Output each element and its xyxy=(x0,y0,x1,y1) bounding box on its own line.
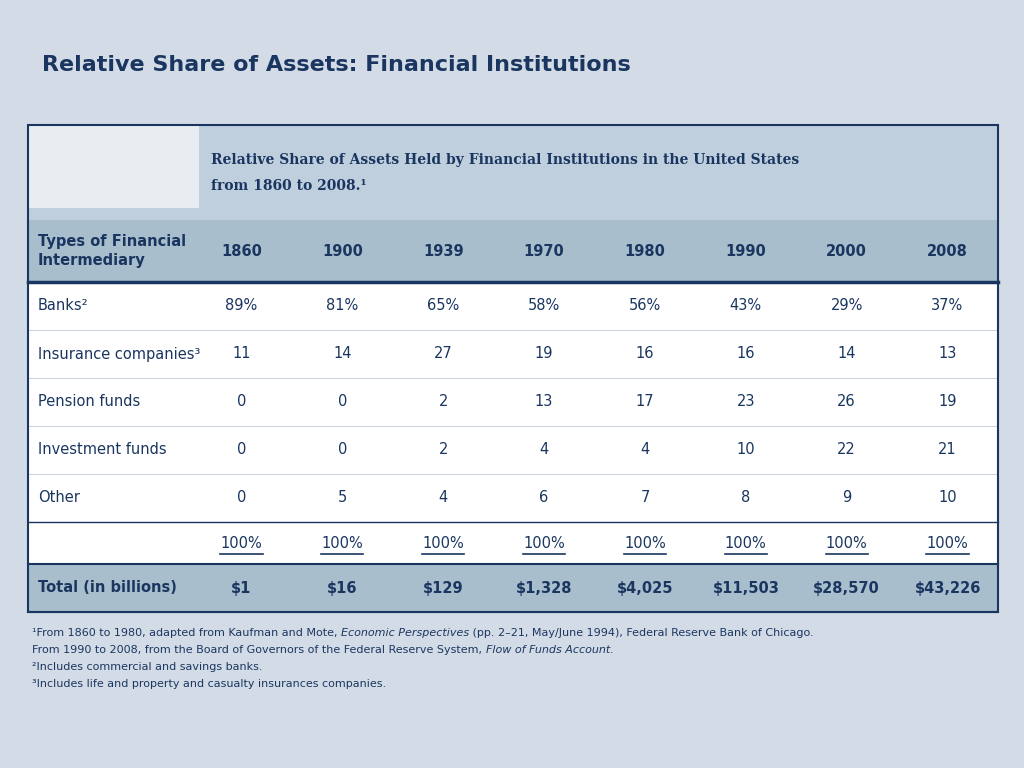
Text: 10: 10 xyxy=(938,491,956,505)
Text: 21: 21 xyxy=(938,442,956,458)
Text: 100%: 100% xyxy=(927,535,969,551)
Text: 0: 0 xyxy=(338,442,347,458)
Text: from 1860 to 2008.¹: from 1860 to 2008.¹ xyxy=(211,179,367,193)
Text: Pension funds: Pension funds xyxy=(38,395,140,409)
Text: Other: Other xyxy=(38,491,80,505)
Text: 100%: 100% xyxy=(220,535,262,551)
Text: Relative Share of Assets: Financial Institutions: Relative Share of Assets: Financial Inst… xyxy=(42,55,631,75)
Text: 16: 16 xyxy=(636,346,654,362)
Text: 100%: 100% xyxy=(825,535,867,551)
Text: Insurance companies³: Insurance companies³ xyxy=(38,346,201,362)
Bar xyxy=(28,522,998,564)
Bar xyxy=(28,125,998,612)
Bar xyxy=(28,220,998,282)
Text: 100%: 100% xyxy=(422,535,464,551)
Text: 100%: 100% xyxy=(523,535,565,551)
Text: 100%: 100% xyxy=(322,535,364,551)
Text: (pp. 2–21, May/June 1994), Federal Reserve Bank of Chicago.: (pp. 2–21, May/June 1994), Federal Reser… xyxy=(469,628,814,638)
Text: 1990: 1990 xyxy=(725,243,766,259)
Bar xyxy=(28,125,998,612)
Text: 0: 0 xyxy=(237,442,246,458)
Text: 13: 13 xyxy=(938,346,956,362)
Text: 1970: 1970 xyxy=(523,243,564,259)
Text: Banks²: Banks² xyxy=(38,299,89,313)
Text: .: . xyxy=(609,645,613,655)
Text: 56%: 56% xyxy=(629,299,662,313)
Text: ²Includes commercial and savings banks.: ²Includes commercial and savings banks. xyxy=(32,662,262,672)
Text: 100%: 100% xyxy=(725,535,767,551)
Text: 11: 11 xyxy=(232,346,251,362)
Text: Flow of Funds Account: Flow of Funds Account xyxy=(485,645,609,655)
Text: 4: 4 xyxy=(438,491,447,505)
Text: $4,025: $4,025 xyxy=(616,581,673,595)
Text: 23: 23 xyxy=(736,395,755,409)
Text: 4: 4 xyxy=(540,442,549,458)
Text: 37%: 37% xyxy=(932,299,964,313)
Text: 1939: 1939 xyxy=(423,243,464,259)
Bar xyxy=(28,125,998,220)
Text: 100%: 100% xyxy=(624,535,666,551)
Text: Types of Financial
Intermediary: Types of Financial Intermediary xyxy=(38,233,186,268)
Bar xyxy=(28,426,998,474)
Bar xyxy=(28,474,998,522)
Text: 2000: 2000 xyxy=(826,243,867,259)
Text: $11,503: $11,503 xyxy=(713,581,779,595)
Text: 43%: 43% xyxy=(730,299,762,313)
Text: 1980: 1980 xyxy=(625,243,666,259)
Bar xyxy=(28,378,998,426)
Text: $129: $129 xyxy=(423,581,464,595)
Text: Economic Perspectives: Economic Perspectives xyxy=(341,628,469,638)
Bar xyxy=(28,125,199,208)
Text: 7: 7 xyxy=(640,491,649,505)
Text: Investment funds: Investment funds xyxy=(38,442,167,458)
Text: Total (in billions): Total (in billions) xyxy=(38,581,177,595)
Text: 0: 0 xyxy=(237,491,246,505)
Text: 9: 9 xyxy=(842,491,851,505)
Text: 19: 19 xyxy=(535,346,553,362)
Text: 14: 14 xyxy=(838,346,856,362)
Text: 29%: 29% xyxy=(830,299,863,313)
Text: 89%: 89% xyxy=(225,299,258,313)
Text: $16: $16 xyxy=(327,581,357,595)
Text: 13: 13 xyxy=(535,395,553,409)
Text: 81%: 81% xyxy=(327,299,358,313)
Text: 65%: 65% xyxy=(427,299,460,313)
Text: $1: $1 xyxy=(231,581,252,595)
Text: 26: 26 xyxy=(838,395,856,409)
Text: $28,570: $28,570 xyxy=(813,581,880,595)
Text: 58%: 58% xyxy=(528,299,560,313)
Text: 22: 22 xyxy=(838,442,856,458)
Text: 16: 16 xyxy=(736,346,755,362)
Text: 14: 14 xyxy=(333,346,351,362)
Bar xyxy=(28,564,998,612)
Text: From 1990 to 2008, from the Board of Governors of the Federal Reserve System,: From 1990 to 2008, from the Board of Gov… xyxy=(32,645,485,655)
Text: 17: 17 xyxy=(636,395,654,409)
Text: Relative Share of Assets Held by Financial Institutions in the United States: Relative Share of Assets Held by Financi… xyxy=(211,153,800,167)
Text: 4: 4 xyxy=(640,442,649,458)
Text: 1900: 1900 xyxy=(322,243,362,259)
Text: 0: 0 xyxy=(237,395,246,409)
Text: ¹From 1860 to 1980, adapted from Kaufman and Mote,: ¹From 1860 to 1980, adapted from Kaufman… xyxy=(32,628,341,638)
Text: 27: 27 xyxy=(434,346,453,362)
Text: 6: 6 xyxy=(540,491,549,505)
Text: 2: 2 xyxy=(438,395,447,409)
Text: 1860: 1860 xyxy=(221,243,262,259)
Text: 2: 2 xyxy=(438,442,447,458)
Text: ³Includes life and property and casualty insurances companies.: ³Includes life and property and casualty… xyxy=(32,679,386,689)
Text: 5: 5 xyxy=(338,491,347,505)
Bar xyxy=(28,282,998,330)
Bar xyxy=(28,330,998,378)
Text: 0: 0 xyxy=(338,395,347,409)
Text: 2008: 2008 xyxy=(927,243,968,259)
Text: 19: 19 xyxy=(938,395,956,409)
Text: $43,226: $43,226 xyxy=(914,581,981,595)
Text: 8: 8 xyxy=(741,491,751,505)
Text: $1,328: $1,328 xyxy=(516,581,572,595)
Text: 10: 10 xyxy=(736,442,755,458)
